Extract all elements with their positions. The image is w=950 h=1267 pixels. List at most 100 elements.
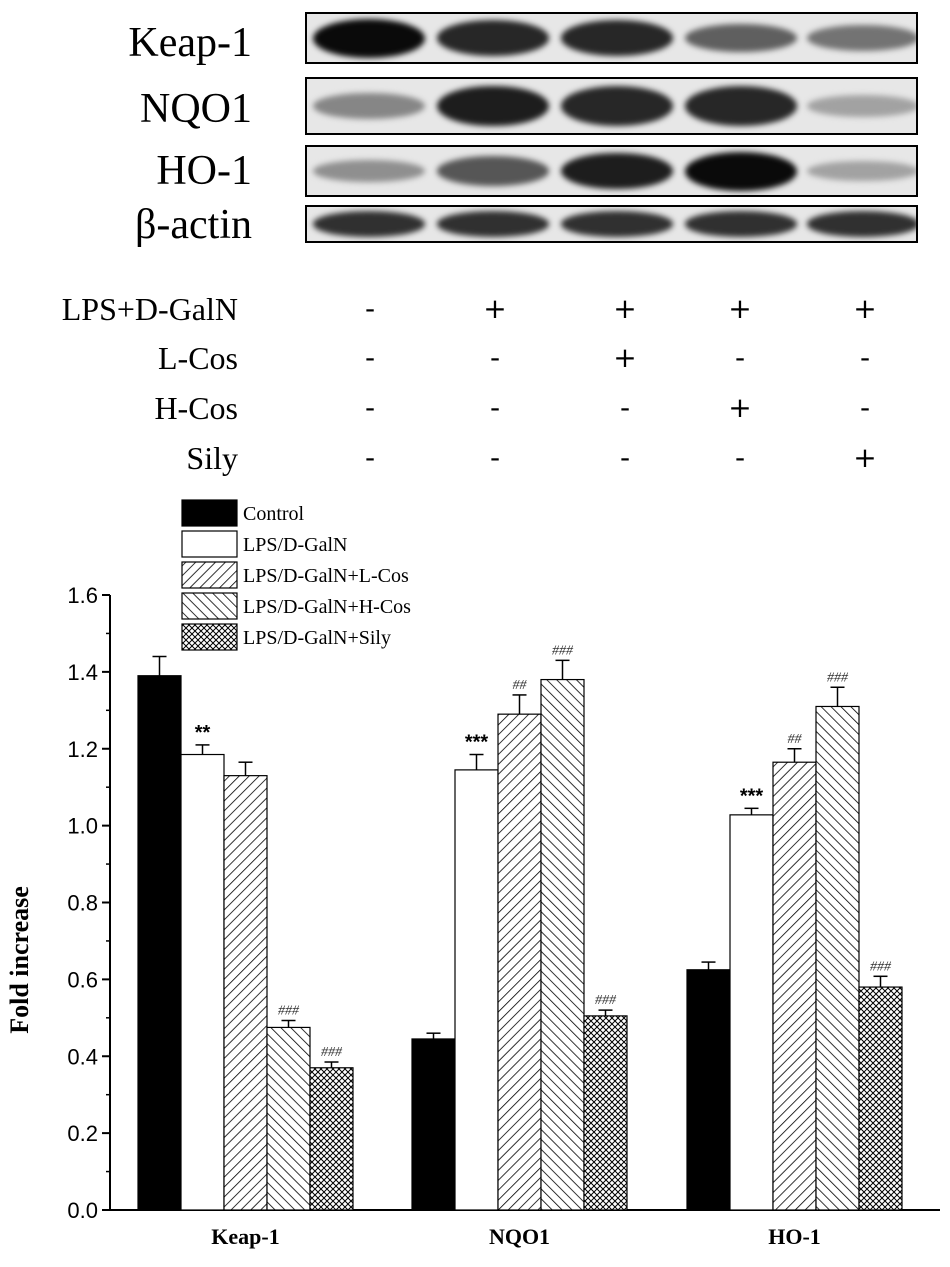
significance-label: ### — [321, 1045, 343, 1060]
y-tick-label: 1.0 — [67, 814, 98, 839]
legend-entry: LPS/D-GalN+Sily — [243, 627, 391, 649]
minus-sign: - — [364, 341, 376, 374]
treatment-label: H-Cos — [154, 390, 238, 426]
treatment-label: LPS+D-GalN — [61, 291, 238, 327]
bar — [411, 1038, 456, 1211]
blot-band — [437, 85, 549, 127]
blot-row-label: NQO1 — [140, 86, 252, 132]
plus-sign: + — [853, 441, 877, 474]
y-axis-label: Fold increase — [5, 886, 34, 1034]
blot-band — [807, 160, 916, 182]
x-tick-label: Keap-1 — [211, 1224, 279, 1249]
minus-sign: - — [364, 391, 376, 424]
plus-sign: + — [853, 292, 877, 325]
significance-label: ### — [827, 670, 849, 685]
plus-sign: + — [483, 292, 507, 325]
significance-label: *** — [740, 785, 764, 807]
blot-band — [807, 24, 916, 52]
bar — [266, 1026, 311, 1211]
minus-sign: - — [734, 341, 746, 374]
bar — [454, 769, 499, 1211]
bar — [309, 1067, 354, 1211]
bar — [858, 986, 903, 1211]
blot-row-label: β-actin — [135, 202, 252, 248]
minus-sign: - — [489, 341, 501, 374]
blot-band — [561, 211, 673, 237]
plus-sign: + — [728, 292, 752, 325]
y-tick-label: 0.4 — [67, 1044, 98, 1069]
treatment-label: L-Cos — [158, 340, 238, 376]
legend-swatch — [181, 530, 238, 558]
x-tick-label: NQO1 — [489, 1224, 550, 1249]
minus-sign: - — [364, 292, 376, 325]
y-tick-label: 1.2 — [67, 737, 98, 762]
bar — [729, 814, 774, 1211]
legend-entry: LPS/D-GalN — [243, 534, 347, 556]
legend-swatch — [181, 561, 238, 589]
legend-swatch — [181, 499, 238, 527]
blot-band — [561, 152, 673, 190]
blot-band — [437, 211, 549, 237]
blot-band — [437, 20, 549, 56]
chart-legend: Control LPS/D-GalN LPS/D-GalN+L-Cos LPS/D-G… — [181, 499, 411, 651]
blot-band — [685, 86, 797, 126]
y-tick-label: 0.0 — [67, 1198, 98, 1223]
blot-band — [313, 211, 425, 237]
bar — [497, 713, 542, 1211]
significance-label: ## — [513, 678, 528, 693]
blot-band — [561, 86, 673, 126]
y-tick-label: 0.6 — [67, 967, 98, 992]
legend-entry: LPS/D-GalN+H-Cos — [243, 596, 411, 618]
y-tick-label: 1.6 — [67, 583, 98, 608]
significance-label: ### — [552, 643, 574, 658]
minus-sign: - — [859, 391, 871, 424]
legend-entry: Control — [243, 503, 305, 525]
minus-sign: - — [489, 391, 501, 424]
significance-label: ** — [195, 722, 211, 744]
plus-sign: + — [613, 341, 637, 374]
blot-band — [685, 211, 797, 237]
plot-area: 0.0 0.2 0.4 0.6 0.8 1.0 1.2 1.4 1.6 ** ### ### Keap-… — [67, 583, 940, 1249]
blot-row-label: HO-1 — [156, 148, 252, 194]
bar — [772, 761, 817, 1211]
y-tick-label: 1.4 — [67, 660, 98, 685]
blot-band — [685, 151, 797, 191]
bar — [180, 753, 225, 1211]
treatment-label: Sily — [186, 440, 238, 476]
significance-label: ### — [278, 1004, 300, 1019]
blot-band — [685, 23, 797, 53]
blot-strip — [305, 205, 918, 243]
legend-swatch — [181, 592, 238, 620]
legend-entry: LPS/D-GalN+L-Cos — [243, 565, 409, 587]
y-tick-label: 0.2 — [67, 1121, 98, 1146]
blot-band — [313, 92, 425, 120]
blot-band — [313, 18, 425, 58]
blot-band — [561, 20, 673, 56]
bar — [540, 678, 585, 1211]
bar — [583, 1015, 628, 1211]
bar-chart: Control LPS/D-GalN LPS/D-GalN+L-Cos LPS/D-G… — [5, 499, 940, 1249]
blot-strip — [305, 12, 918, 64]
minus-sign: - — [364, 441, 376, 474]
x-tick-label: HO-1 — [768, 1224, 821, 1249]
legend-swatch — [181, 623, 238, 651]
bar — [686, 969, 731, 1211]
minus-sign: - — [619, 441, 631, 474]
blot-band — [437, 156, 549, 186]
blot-strip — [305, 77, 918, 135]
minus-sign: - — [619, 391, 631, 424]
plus-sign: + — [613, 292, 637, 325]
bar — [815, 705, 860, 1211]
blot-strip — [305, 145, 918, 197]
blot-row-label: Keap-1 — [128, 20, 252, 66]
minus-sign: - — [734, 441, 746, 474]
plus-sign: + — [728, 391, 752, 424]
blot-band — [807, 94, 916, 118]
blot-band — [313, 159, 425, 183]
bar — [223, 775, 268, 1211]
significance-label: ### — [870, 959, 892, 974]
minus-sign: - — [489, 441, 501, 474]
y-tick-label: 0.8 — [67, 891, 98, 916]
significance-label: ## — [788, 732, 803, 747]
significance-label: ### — [595, 993, 617, 1008]
